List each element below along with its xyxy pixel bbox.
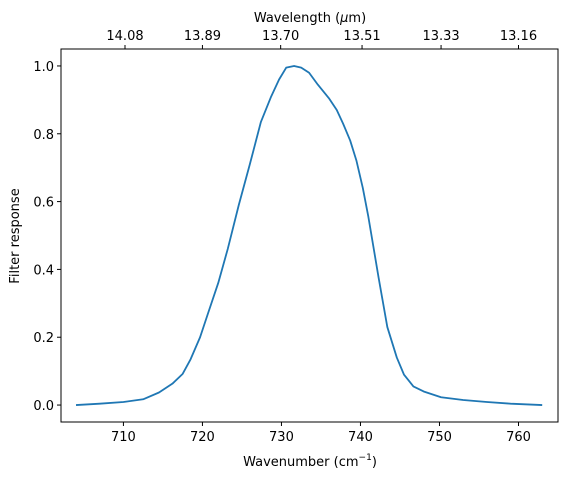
top-axis-label-mu: μ bbox=[339, 11, 348, 26]
y-tick-label: 1.0 bbox=[33, 60, 54, 75]
x-tick-label: 710 bbox=[111, 430, 136, 445]
x-axis-label-superscript: −1 bbox=[359, 453, 372, 463]
x-axis-label-text: Wavenumber (cm bbox=[243, 455, 358, 470]
x-tick-label: 760 bbox=[506, 430, 531, 445]
x-tick-label: 730 bbox=[269, 430, 294, 445]
top-tick-label: 14.08 bbox=[106, 29, 143, 44]
top-tick-label: 13.33 bbox=[422, 29, 459, 44]
top-tick-label: 13.89 bbox=[184, 29, 221, 44]
y-tick-label: 0.6 bbox=[33, 196, 54, 211]
x-axis-label: Wavenumber (cm−1) bbox=[243, 453, 377, 470]
y-axis-label: Filter response bbox=[8, 188, 23, 283]
y-tick-label: 0.2 bbox=[33, 331, 54, 346]
y-tick-label: 0.0 bbox=[33, 399, 54, 414]
x-tick-label: 750 bbox=[427, 430, 452, 445]
top-tick-label: 13.70 bbox=[262, 29, 299, 44]
top-axis-label-text: Wavelength ( bbox=[254, 11, 340, 26]
plot-frame bbox=[60, 48, 559, 423]
top-axis-label: Wavelength (μm) bbox=[254, 11, 366, 26]
top-axis-label-suffix: m) bbox=[348, 11, 366, 26]
tick-group: 710 720 730 740 750 760 0.0 0.2 0.4 0.6 0.8 1.0 14.0… bbox=[33, 29, 537, 445]
top-tick-label: 13.51 bbox=[343, 29, 380, 44]
y-tick-label: 0.4 bbox=[33, 263, 54, 278]
filter-response-line bbox=[75, 65, 543, 406]
top-tick-label: 13.16 bbox=[500, 29, 537, 44]
x-axis-label-suffix: ) bbox=[372, 455, 377, 470]
x-tick-label: 740 bbox=[348, 430, 373, 445]
x-tick-label: 720 bbox=[190, 430, 215, 445]
y-tick-label: 0.8 bbox=[33, 128, 54, 143]
